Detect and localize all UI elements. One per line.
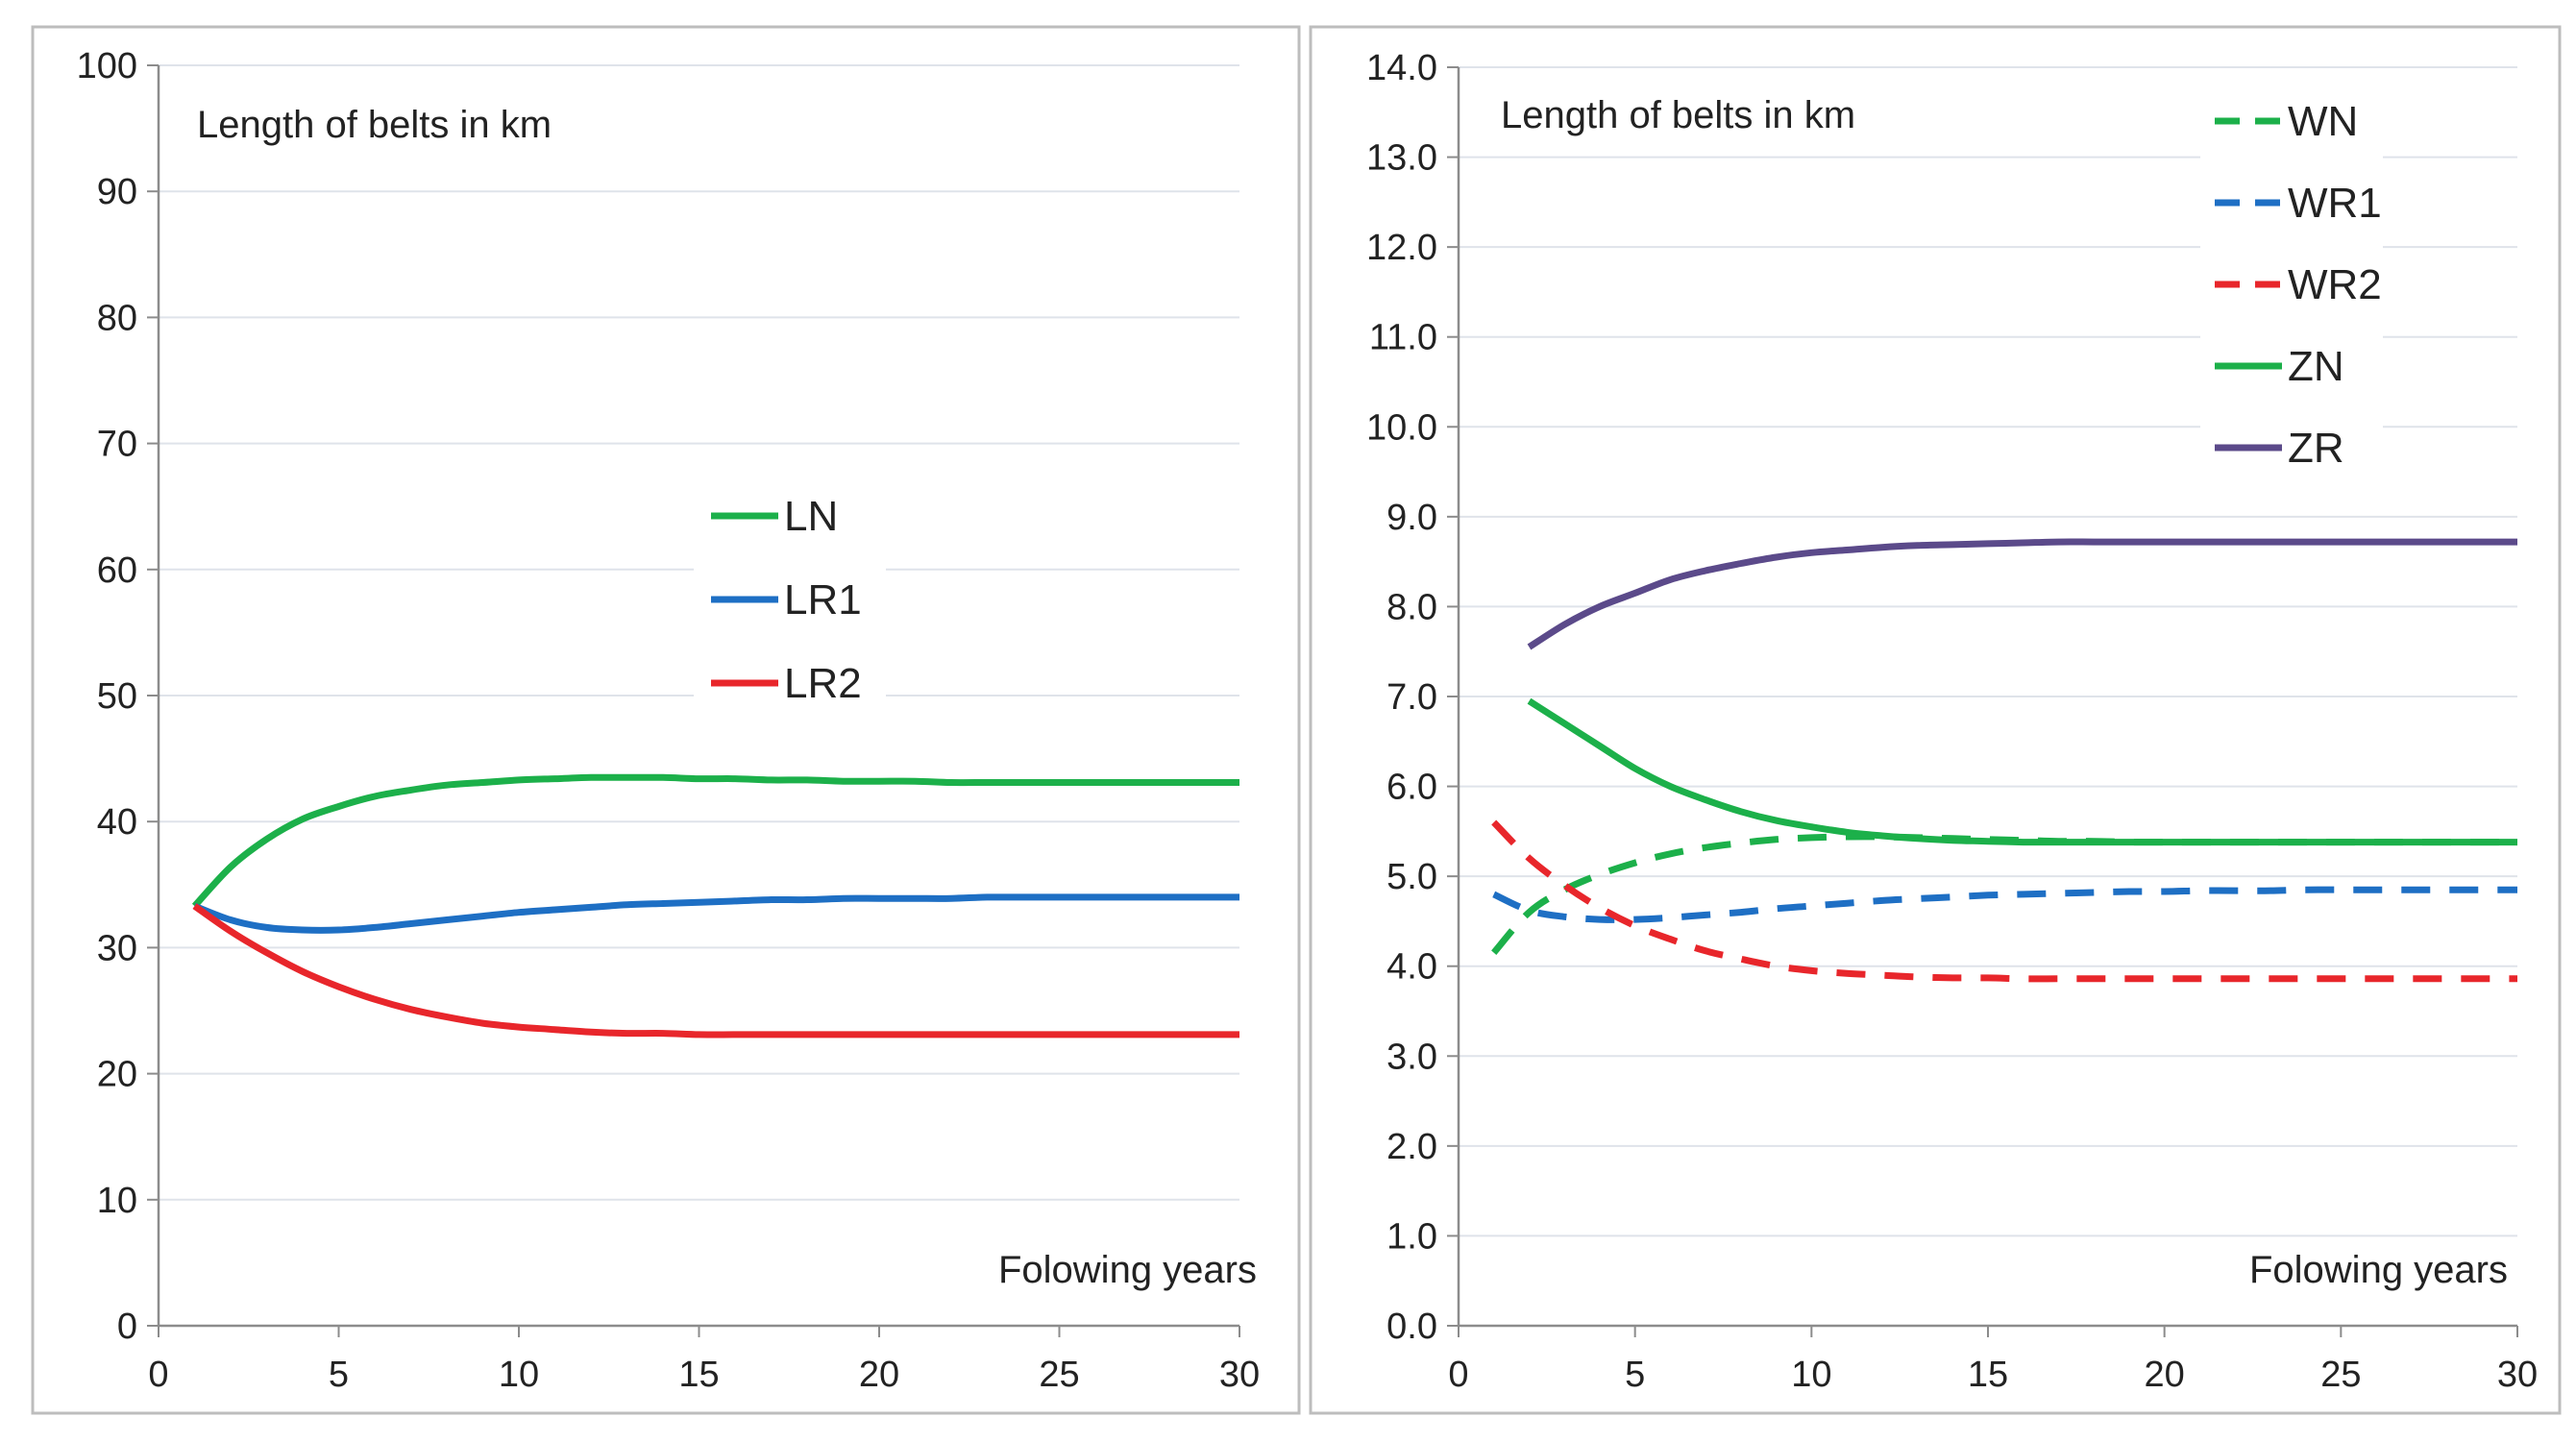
right-y-tick-label: 14.0: [1366, 48, 1437, 88]
left-chart-annotation: Length of belts in km: [197, 104, 552, 146]
left-chart-gridlines: [159, 64, 1239, 1201]
right-legend-background: [2200, 86, 2383, 490]
left-y-tick-label: 100: [77, 46, 137, 86]
left-y-tick-label: 30: [97, 928, 137, 968]
right-x-tick-label: 10: [1791, 1355, 1831, 1395]
right-x-tick-label: 20: [2145, 1355, 2185, 1395]
left-chart-axes: 0 10 20 30 40 50 60 70 80 90 100 0 5 10 15 20 25 30: [77, 46, 1261, 1395]
right-y-tick-label: 10.0: [1366, 407, 1437, 448]
left-legend-background: [694, 485, 886, 735]
right-y-tick-label: 4.0: [1386, 947, 1437, 988]
left-chart-legend: LN LR1 LR2: [694, 485, 886, 735]
legend-label-wn: WN: [2288, 98, 2358, 145]
right-chart-annotation: Length of belts in km: [1501, 94, 1855, 136]
right-y-tick-label: 5.0: [1386, 857, 1437, 897]
right-chart-legend: WN WR1 WR2 ZN ZR: [2200, 86, 2383, 490]
right-y-tick-label: 0.0: [1386, 1307, 1437, 1347]
left-x-tick-label: 30: [1219, 1355, 1260, 1395]
right-y-tick-label: 2.0: [1386, 1127, 1437, 1167]
right-chart-axes: 0.0 1.0 2.0 3.0 4.0 5.0 6.0 7.0 8.0 9.0 10.0 11.0 12…: [1366, 48, 2538, 1395]
right-y-tick-label: 8.0: [1386, 587, 1437, 627]
left-y-tick-label: 20: [97, 1055, 137, 1095]
right-y-tick-label: 7.0: [1386, 677, 1437, 718]
legend-label-lr1: LR1: [784, 576, 862, 623]
right-y-tick-label: 1.0: [1386, 1216, 1437, 1257]
right-chart-series: [1491, 538, 2517, 983]
legend-label-wr1: WR1: [2288, 180, 2382, 227]
legend-label-wr2: WR2: [2288, 261, 2382, 308]
left-y-tick-label: 40: [97, 802, 137, 843]
right-y-tick-label: 3.0: [1386, 1037, 1437, 1077]
right-chart-x-label: Folowing years: [2249, 1249, 2508, 1291]
right-x-tick-label: 5: [1625, 1355, 1645, 1395]
right-x-tick-label: 15: [1968, 1355, 2008, 1395]
right-x-tick-label: 30: [2497, 1355, 2538, 1395]
left-x-tick-label: 25: [1039, 1355, 1079, 1395]
right-y-tick-label: 6.0: [1386, 768, 1437, 808]
series-line-zn: [1527, 697, 2517, 846]
left-panel-frame: [31, 25, 1301, 1415]
right-y-tick-label: 11.0: [1369, 318, 1437, 358]
series-line-ln: [191, 773, 1239, 909]
right-x-tick-label: 0: [1448, 1355, 1468, 1395]
left-y-tick-label: 50: [97, 676, 137, 717]
left-x-tick-label: 20: [859, 1355, 899, 1395]
left-y-tick-label: 0: [117, 1307, 137, 1347]
left-chart-x-label: Folowing years: [998, 1249, 1257, 1291]
left-x-tick-label: 0: [148, 1355, 168, 1395]
left-x-tick-label: 5: [329, 1355, 349, 1395]
left-y-tick-label: 10: [97, 1181, 137, 1221]
right-y-tick-label: 9.0: [1386, 498, 1437, 538]
legend-label-zn: ZN: [2288, 343, 2344, 390]
right-y-tick-label: 12.0: [1366, 228, 1437, 268]
left-y-tick-label: 90: [97, 172, 137, 212]
left-chart-series: [191, 773, 1239, 1039]
series-line-lr1: [193, 893, 1239, 934]
legend-label-zr: ZR: [2288, 425, 2344, 472]
legend-label-lr2: LR2: [784, 660, 862, 707]
left-y-tick-label: 70: [97, 425, 137, 465]
legend-label-ln: LN: [784, 493, 838, 540]
left-y-tick-label: 80: [97, 298, 137, 338]
left-y-tick-label: 60: [97, 550, 137, 591]
series-line-zr: [1527, 538, 2517, 650]
right-x-tick-label: 25: [2320, 1355, 2361, 1395]
left-x-tick-label: 15: [678, 1355, 719, 1395]
series-line-lr2: [192, 903, 1239, 1039]
right-y-tick-label: 13.0: [1366, 138, 1437, 179]
series-line-wr2: [1491, 819, 2517, 983]
left-x-tick-label: 10: [499, 1355, 539, 1395]
